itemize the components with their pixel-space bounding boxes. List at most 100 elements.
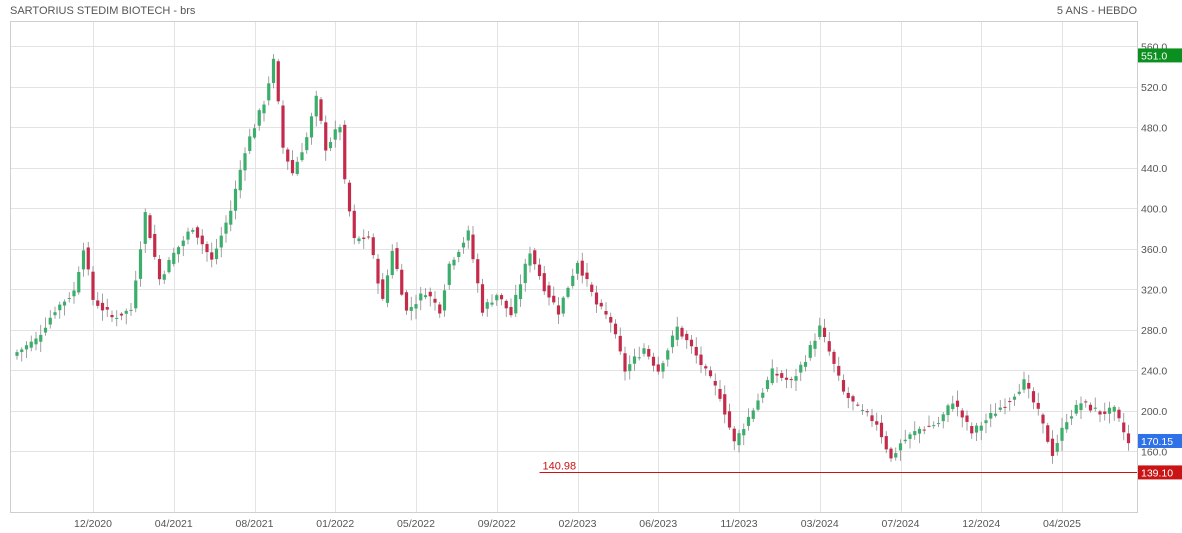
candle-body [903,439,907,442]
y-tick-label: 520.0 [1141,82,1167,94]
candle-body [376,258,380,284]
candle-body [670,335,675,348]
candle-body [604,311,608,315]
candle-body [157,259,162,280]
candle-body [53,312,57,316]
candle-body [67,297,71,299]
candle-body [566,287,570,297]
candle-body [490,302,494,305]
candle-body [1022,379,1026,390]
candle-body [979,425,983,431]
candle-body [661,363,665,372]
candle-body [243,153,247,171]
x-tick-label: 08/2021 [236,518,274,530]
candle-body [841,380,846,392]
y-tick-label: 400.0 [1141,203,1167,215]
candle-body [385,275,390,303]
candle-body [813,340,817,349]
candle-body [238,169,242,191]
candle-body [509,307,513,316]
candle-body [395,248,399,270]
candles [15,54,1131,464]
candle-body [276,61,280,102]
candle-body [1117,409,1121,419]
y-tick-label: 320.0 [1141,284,1167,296]
candle-body [210,252,214,260]
candle-body [167,259,171,273]
candle-body [34,338,38,345]
candle-body [20,349,24,353]
chart-title: SARTORIUS STEDIM BIOTECH - brs [10,5,196,17]
candle-body [775,373,779,376]
candle-body [48,317,52,325]
candle-body [58,304,62,311]
candle-body [575,262,580,274]
candle-body [547,285,551,298]
candle-body [889,448,893,459]
candle-body [29,341,33,348]
candle-body [642,348,646,354]
candle-body [409,307,413,311]
candle-body [81,250,86,270]
candle-body [248,136,252,151]
candle-body [955,400,960,407]
candle-body [851,396,855,402]
high-price-tag-box [1138,48,1182,63]
candle-body [290,159,295,174]
candle-body [803,361,808,367]
candle-body [822,327,827,338]
candle-body [647,349,651,357]
candle-body [1103,411,1107,414]
candle-body [309,116,314,138]
candle-body [91,271,95,300]
candle-body [72,290,76,297]
candle-body [176,247,181,255]
candle-body [1031,391,1036,403]
candle-body [746,416,751,426]
y-tick-label: 360.0 [1141,244,1167,256]
candle-body [442,290,447,311]
candle-body [808,345,812,358]
candle-body [974,425,979,433]
candle-body [1098,411,1102,415]
candle-body [837,365,841,376]
candle-body [319,99,323,121]
price-tags: 551.0 170.15 139.10 [1138,48,1182,480]
candle-body [371,237,375,256]
candle-body [347,182,352,212]
candle-body [115,317,119,319]
candle-body [333,129,337,140]
candle-body [689,339,694,347]
candle-body [438,304,442,314]
candle-body [1088,404,1093,411]
candle-body [233,188,238,211]
candle-body [267,83,271,101]
candle-body [723,394,727,415]
candle-body [504,300,508,309]
candle-body [623,353,627,372]
candle-body [390,250,394,276]
candle-body [186,231,190,240]
candle-body [960,410,964,418]
candle-body [1036,402,1040,409]
candle-body [77,271,81,293]
candle-body [39,334,43,342]
candle-body [271,58,276,84]
candle-body [936,423,941,425]
candle-body [1084,401,1088,403]
candle-body [1079,403,1083,411]
candle-body [860,409,865,411]
candle-body [1050,438,1055,456]
candle-body [400,269,404,295]
candle-body [134,280,138,309]
candle-body [884,436,888,450]
candle-body [219,235,223,248]
candle-body [894,453,898,458]
candle-body [205,244,209,253]
candle-body [680,327,684,337]
candle-body [352,210,356,239]
candle-body [704,366,708,369]
candle-body [713,380,717,386]
candle-body [1027,382,1031,389]
